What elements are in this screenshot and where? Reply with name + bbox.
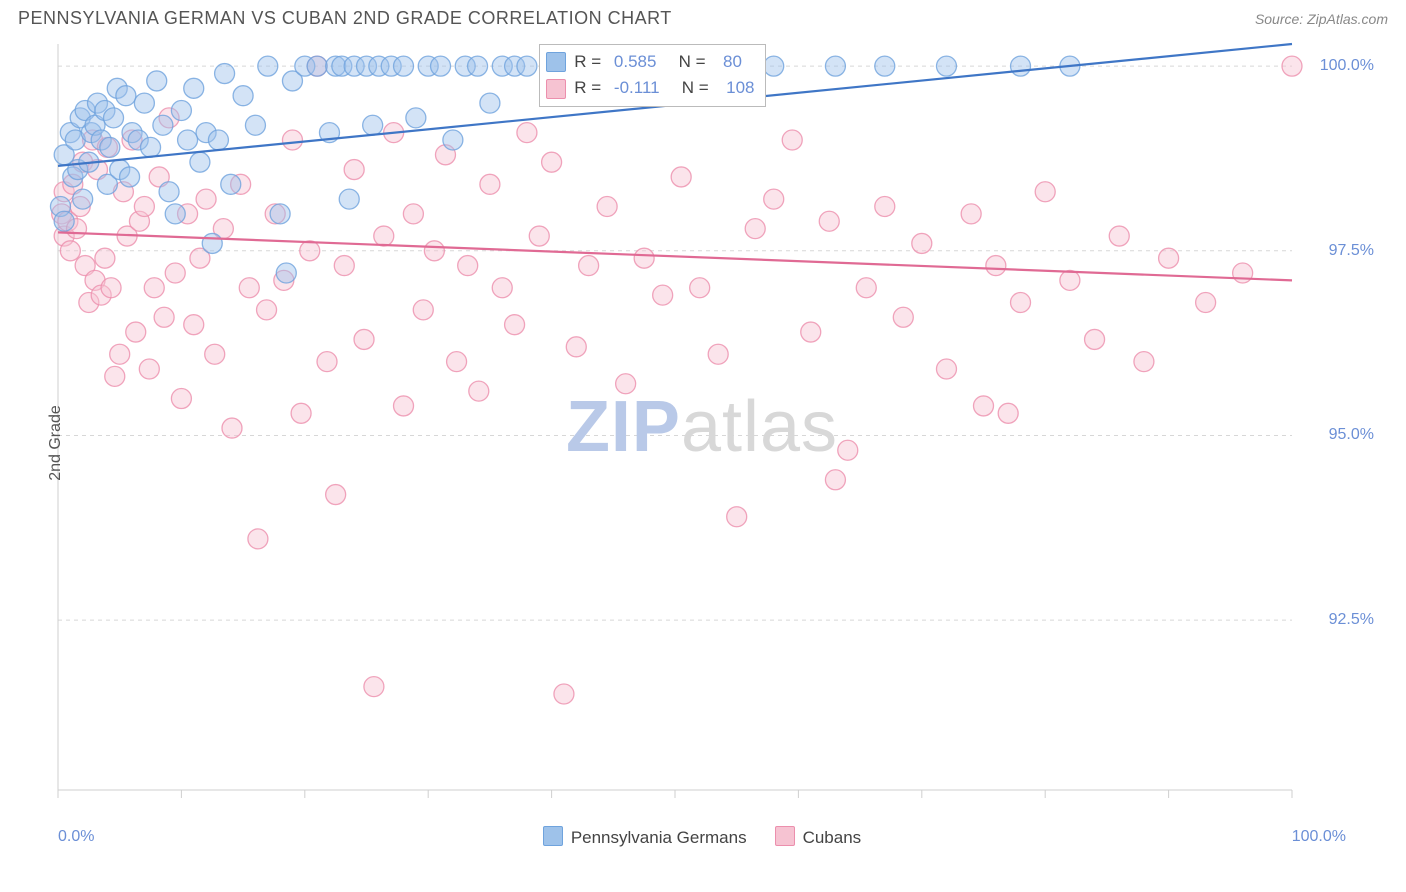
legend-bottom: Pennsylvania Germans Cubans (22, 826, 1382, 848)
legend-item-pg: Pennsylvania Germans (543, 826, 747, 848)
y-tick-label: 100.0% (1320, 57, 1374, 75)
y-tick-label: 95.0% (1329, 426, 1374, 444)
stats-legend: R = 0.585 N = 80R = -0.111 N = 108 (539, 44, 765, 107)
chart-title: PENNSYLVANIA GERMAN VS CUBAN 2ND GRADE C… (18, 8, 672, 29)
plot-area: 2nd Grade ZIPatlas 92.5%95.0%97.5%100.0%… (22, 38, 1382, 848)
legend-item-cu: Cubans (775, 826, 862, 848)
y-tick-label: 92.5% (1329, 611, 1374, 629)
stats-row: R = 0.585 N = 80 (546, 49, 754, 75)
legend-label-pg: Pennsylvania Germans (571, 828, 747, 847)
source-label: Source: ZipAtlas.com (1255, 11, 1388, 27)
stats-row: R = -0.111 N = 108 (546, 75, 754, 101)
legend-swatch-cu (775, 826, 795, 846)
legend-label-cu: Cubans (803, 828, 862, 847)
y-axis-label: 2nd Grade (47, 405, 65, 481)
y-tick-label: 97.5% (1329, 242, 1374, 260)
legend-swatch-pg (543, 826, 563, 846)
chart-svg (22, 38, 1382, 848)
header-bar: PENNSYLVANIA GERMAN VS CUBAN 2ND GRADE C… (0, 0, 1406, 33)
